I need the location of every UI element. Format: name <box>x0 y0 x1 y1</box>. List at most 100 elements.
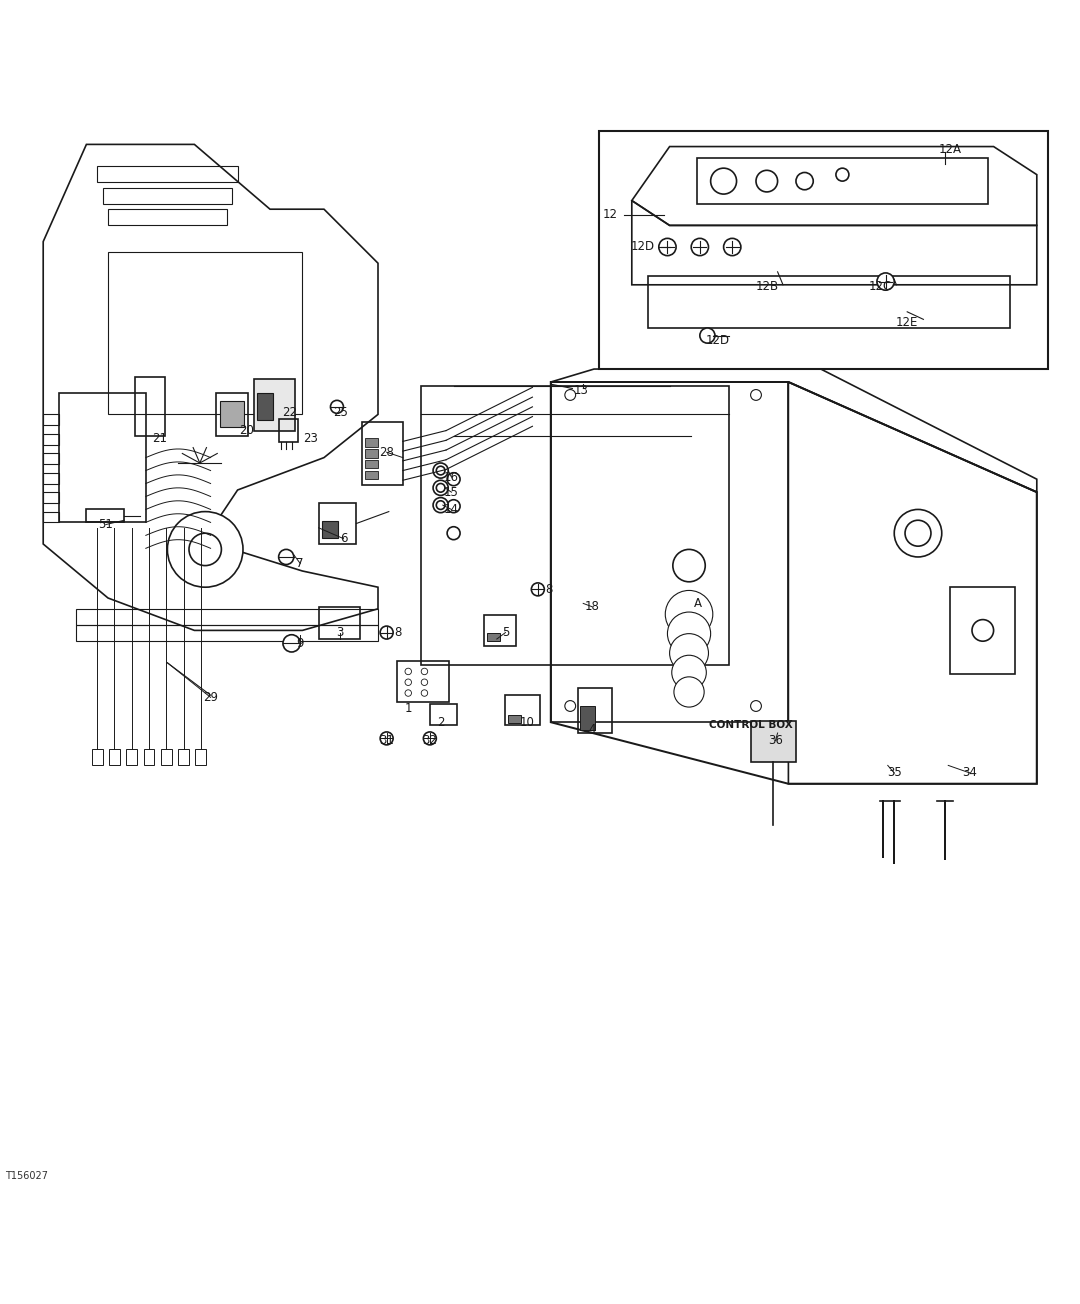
Text: 12B: 12B <box>755 280 779 293</box>
Bar <box>319 503 356 544</box>
Bar <box>279 419 298 442</box>
Bar <box>365 449 378 458</box>
Bar <box>508 715 521 724</box>
Circle shape <box>565 390 576 400</box>
Bar <box>97 166 238 183</box>
Bar <box>76 609 378 625</box>
Text: 32: 32 <box>422 734 437 747</box>
Bar <box>365 460 378 468</box>
Bar <box>220 402 244 428</box>
Circle shape <box>700 329 715 343</box>
Text: 35: 35 <box>887 767 902 780</box>
Bar <box>599 132 1048 369</box>
Bar <box>551 382 788 722</box>
Text: 18: 18 <box>584 600 599 613</box>
Text: 14: 14 <box>444 503 459 516</box>
Text: 8: 8 <box>545 583 552 596</box>
Text: 10: 10 <box>519 716 535 729</box>
Text: 9: 9 <box>297 636 303 649</box>
Text: A: A <box>693 597 702 610</box>
Text: 25: 25 <box>333 406 348 419</box>
Text: 7: 7 <box>297 557 303 570</box>
Bar <box>161 750 172 765</box>
Circle shape <box>672 655 706 690</box>
Circle shape <box>189 533 221 566</box>
Bar <box>319 606 360 639</box>
Circle shape <box>667 612 711 655</box>
Circle shape <box>380 626 393 639</box>
Bar <box>43 434 59 445</box>
Circle shape <box>836 168 849 181</box>
Circle shape <box>724 239 741 256</box>
Bar <box>697 159 988 203</box>
Bar <box>950 587 1015 674</box>
Text: 31: 31 <box>379 734 394 747</box>
Circle shape <box>665 591 713 638</box>
Text: 12C: 12C <box>868 280 892 293</box>
Bar <box>487 632 500 642</box>
Circle shape <box>751 700 761 712</box>
Bar <box>421 386 729 665</box>
Text: 36: 36 <box>768 734 783 747</box>
Circle shape <box>380 732 393 745</box>
Circle shape <box>659 239 676 256</box>
Bar <box>648 276 1010 329</box>
Bar <box>578 687 612 733</box>
Circle shape <box>756 171 778 192</box>
Circle shape <box>670 634 708 673</box>
Circle shape <box>405 668 411 674</box>
Bar <box>505 695 540 725</box>
Circle shape <box>674 677 704 707</box>
Bar <box>108 209 227 226</box>
Text: 5: 5 <box>502 626 509 639</box>
Circle shape <box>421 668 428 674</box>
Text: 3: 3 <box>337 626 343 639</box>
Bar <box>365 471 378 479</box>
Circle shape <box>673 549 705 582</box>
Circle shape <box>436 501 445 510</box>
Text: 12A: 12A <box>939 143 962 156</box>
Bar <box>103 188 232 203</box>
Text: 15: 15 <box>444 485 459 498</box>
Circle shape <box>565 700 576 712</box>
Circle shape <box>531 583 544 596</box>
Circle shape <box>711 168 737 194</box>
Text: 12E: 12E <box>896 316 918 329</box>
Bar <box>144 750 154 765</box>
Text: 22: 22 <box>282 406 297 419</box>
Circle shape <box>405 679 411 686</box>
Circle shape <box>167 511 243 587</box>
Text: 12D: 12D <box>706 334 730 347</box>
Bar <box>751 721 796 762</box>
Text: 6: 6 <box>340 532 347 545</box>
Bar <box>43 454 59 464</box>
Text: 23: 23 <box>303 432 319 445</box>
Bar <box>430 704 457 725</box>
Text: 12: 12 <box>603 209 618 222</box>
Circle shape <box>433 498 448 512</box>
Text: 29: 29 <box>203 691 218 704</box>
Bar <box>86 510 124 523</box>
Circle shape <box>877 273 894 291</box>
Bar <box>216 393 248 436</box>
Bar <box>92 750 103 765</box>
Circle shape <box>423 732 436 745</box>
Circle shape <box>436 467 445 475</box>
Text: 1: 1 <box>405 702 411 715</box>
Bar <box>322 522 338 537</box>
Circle shape <box>330 400 343 413</box>
Circle shape <box>796 172 813 190</box>
Text: 51: 51 <box>98 518 113 531</box>
Circle shape <box>436 484 445 492</box>
Bar <box>76 625 378 642</box>
Bar <box>365 438 378 447</box>
Circle shape <box>751 390 761 400</box>
Text: 13: 13 <box>573 385 589 398</box>
Circle shape <box>447 473 460 485</box>
Text: 8: 8 <box>394 626 401 639</box>
Bar <box>362 422 403 485</box>
Text: T156027: T156027 <box>5 1171 49 1181</box>
Text: CONTROL BOX: CONTROL BOX <box>708 720 793 730</box>
Text: 4: 4 <box>589 724 595 737</box>
Text: 2: 2 <box>437 716 444 729</box>
